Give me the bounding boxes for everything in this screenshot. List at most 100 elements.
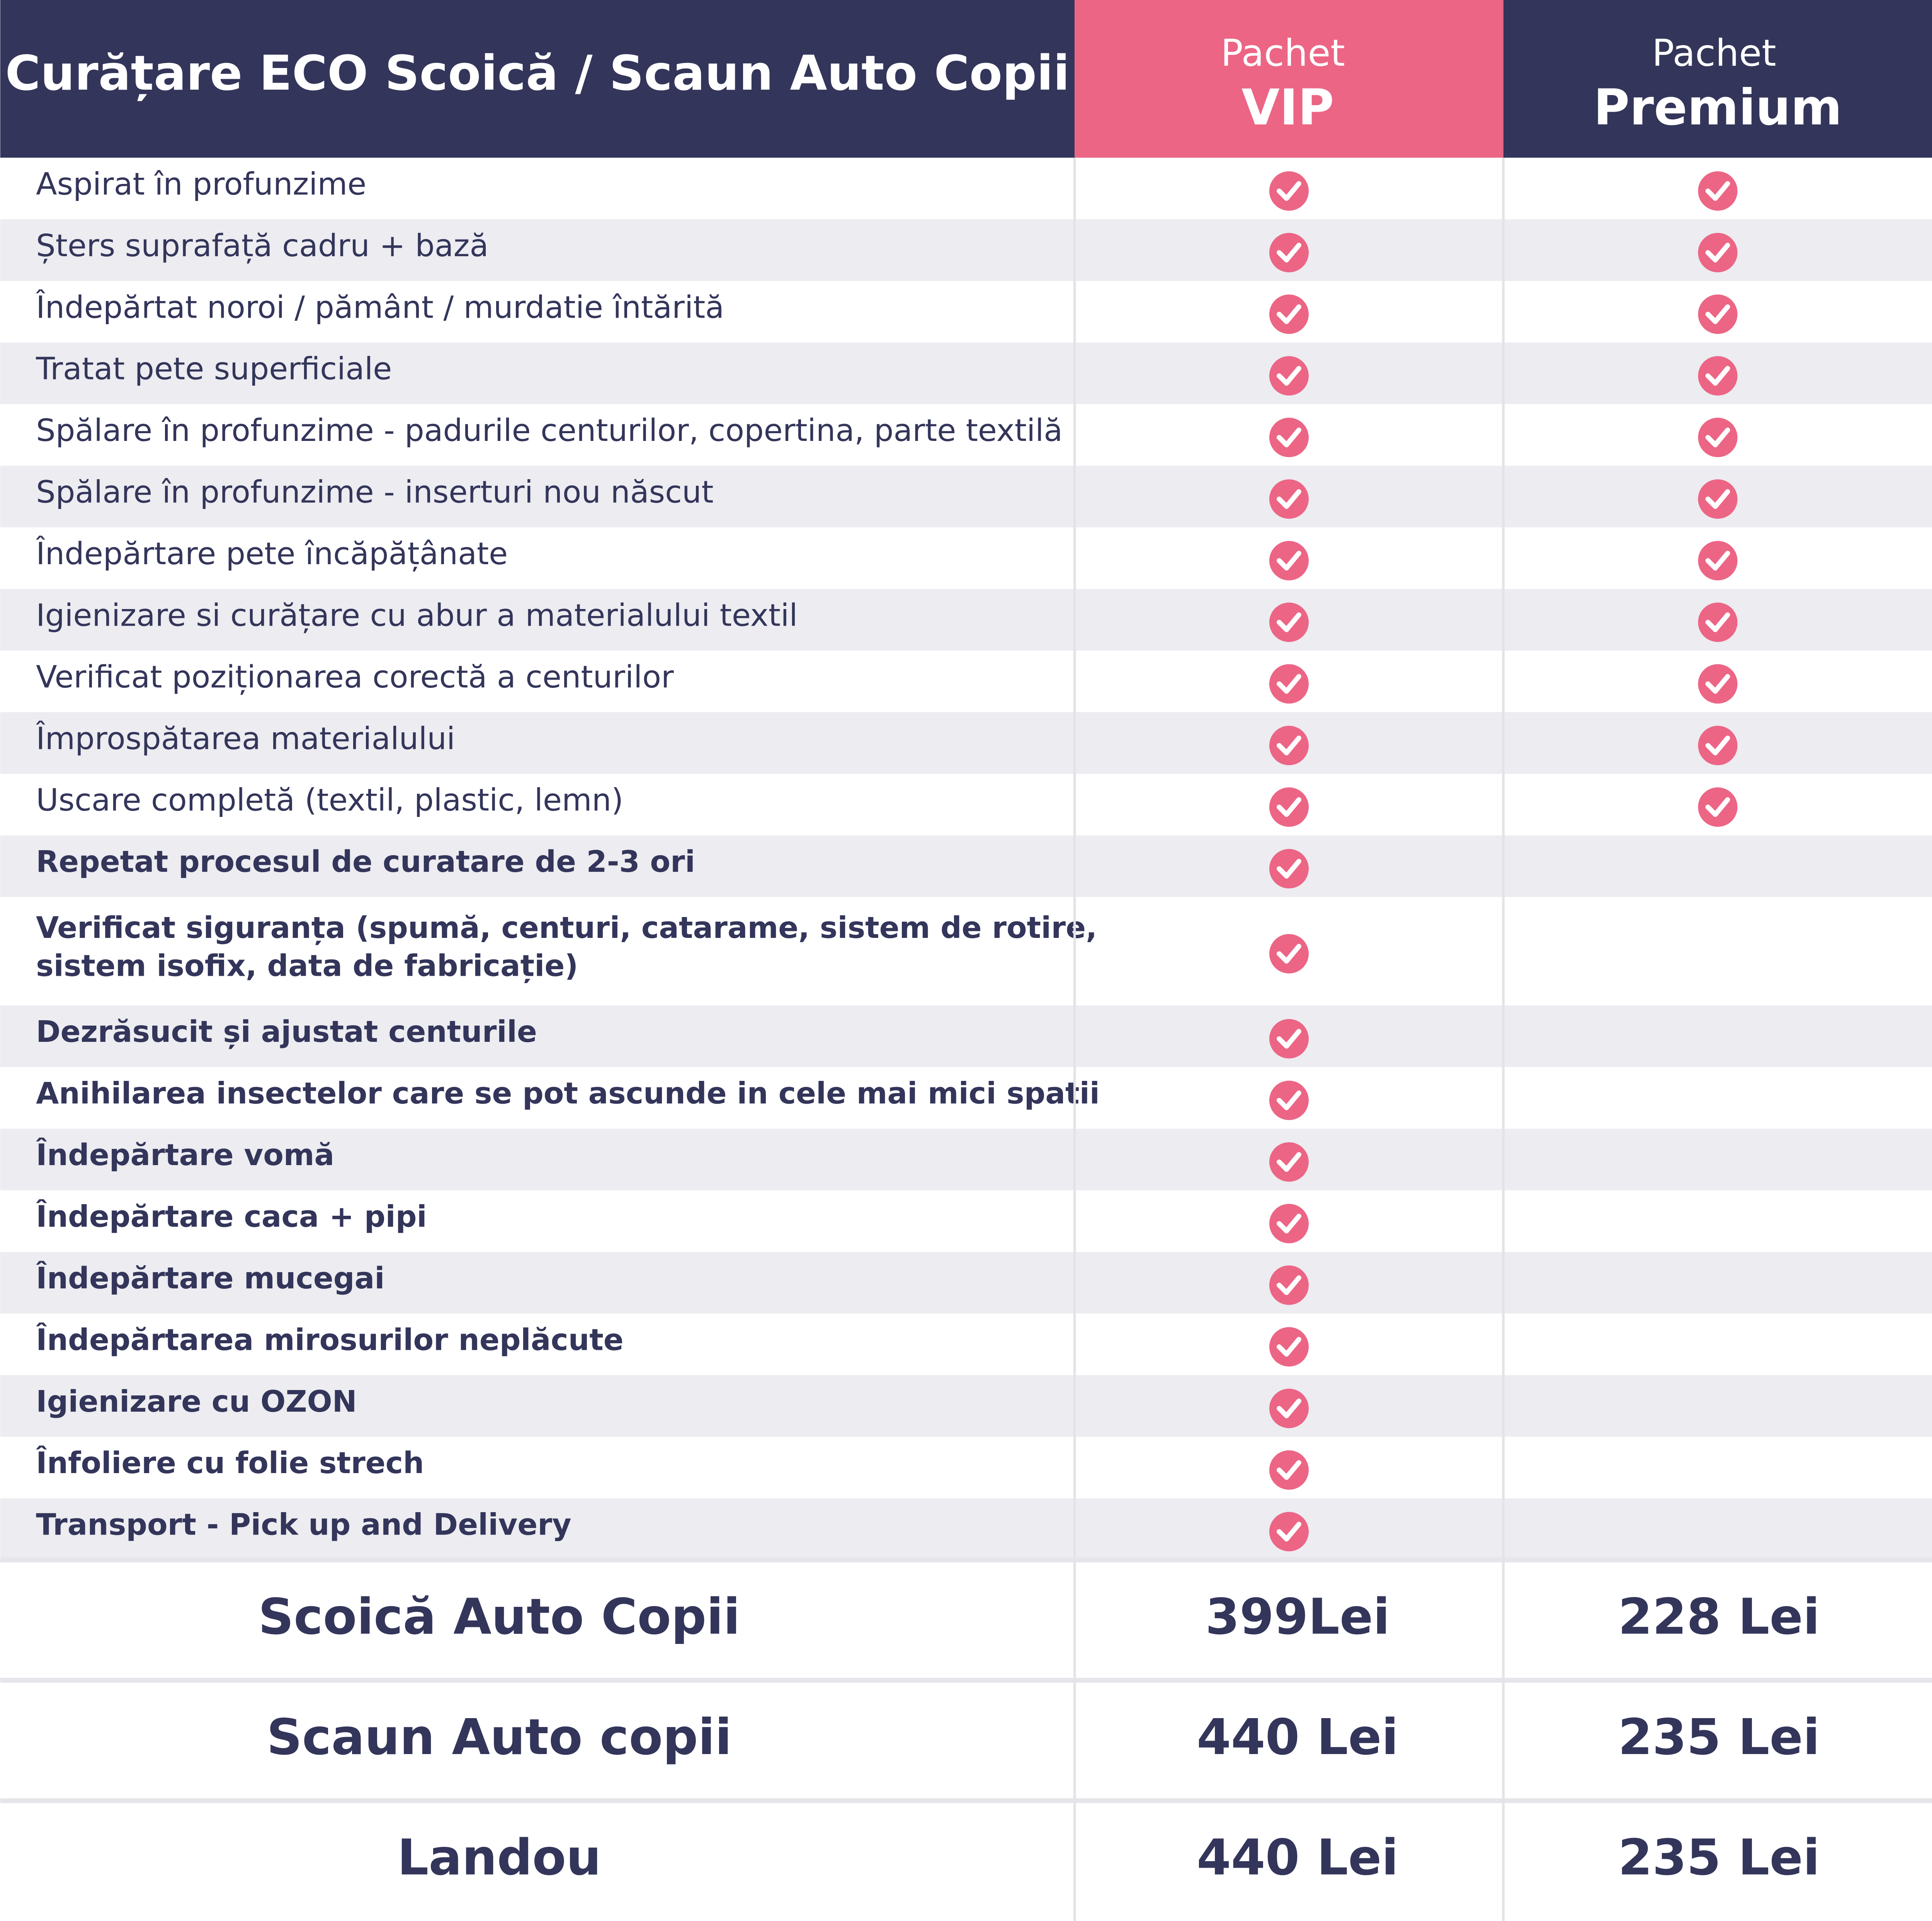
check-circle <box>1698 664 1738 704</box>
check-icon <box>1269 849 1309 888</box>
check-tick <box>1277 1213 1301 1234</box>
title: Curățare ECO Scoică / Scaun Auto Copii <box>5 46 1070 101</box>
row-label: Verificat poziționarea corectă a centuri… <box>36 659 674 695</box>
row-label: Șters suprafață cadru + bază <box>36 228 488 264</box>
check-tick <box>1277 674 1301 694</box>
check-tick <box>1277 243 1301 263</box>
row-bg <box>0 281 1932 343</box>
check-icon <box>1698 726 1738 766</box>
check-tick <box>1277 366 1301 386</box>
price-vip: 440 Lei <box>1197 1709 1398 1766</box>
check-tick <box>1277 1029 1301 1049</box>
check-icon <box>1698 664 1738 704</box>
check-tick <box>1277 1521 1301 1542</box>
price-premium: 235 Lei <box>1618 1709 1820 1766</box>
check-tick <box>1277 797 1301 817</box>
price-label: Scoică Auto Copii <box>258 1589 740 1646</box>
check-icon <box>1269 1080 1309 1120</box>
row-bg <box>0 466 1932 527</box>
check-circle <box>1269 417 1309 457</box>
check-circle <box>1698 479 1738 519</box>
row-label: Îndepărtare caca + pipi <box>36 1199 427 1234</box>
vip-header-bg <box>1075 0 1503 158</box>
check-circle <box>1698 356 1738 396</box>
check-tick <box>1277 489 1301 509</box>
check-tick <box>1277 181 1301 201</box>
check-icon <box>1698 356 1738 396</box>
check-tick <box>1277 1337 1301 1357</box>
check-tick <box>1277 1275 1301 1295</box>
price-premium: 235 Lei <box>1618 1829 1820 1886</box>
check-circle <box>1269 356 1309 396</box>
check-icon <box>1269 602 1309 642</box>
row-bg <box>0 1436 1932 1499</box>
check-icon <box>1269 934 1309 973</box>
check-icon <box>1269 1388 1309 1428</box>
check-tick <box>1277 612 1301 632</box>
check-circle <box>1269 1019 1309 1058</box>
check-circle <box>1269 849 1309 888</box>
row-label: Repetat procesul de curatare de 2-3 ori <box>36 845 695 879</box>
check-icon <box>1269 1204 1309 1244</box>
check-tick <box>1277 304 1301 324</box>
check-circle <box>1698 294 1738 334</box>
row-label: Anihilarea insectelor care se pot ascund… <box>36 1077 1100 1111</box>
check-icon <box>1269 726 1309 766</box>
price-label: Scaun Auto copii <box>267 1709 732 1766</box>
row-label: Igienizare si curățare cu abur a materia… <box>36 597 798 633</box>
row-label: sistem isofix, data de fabricație) <box>36 949 578 983</box>
check-circle <box>1269 171 1309 211</box>
check-tick <box>1705 243 1730 263</box>
check-tick <box>1705 735 1730 755</box>
check-circle <box>1269 787 1309 827</box>
check-icon <box>1269 1512 1309 1552</box>
check-icon <box>1698 294 1738 334</box>
check-circle <box>1698 726 1738 766</box>
row-label: Împrospătarea materialului <box>36 720 455 756</box>
row-bg <box>0 527 1932 589</box>
check-tick <box>1705 674 1730 694</box>
check-tick <box>1277 1152 1301 1172</box>
row-bg <box>0 1314 1932 1375</box>
row-label: Spălare în profunzime - padurile centuri… <box>36 412 1063 448</box>
row-bg <box>0 1375 1932 1437</box>
header-bg <box>0 0 1075 158</box>
check-circle <box>1698 233 1738 272</box>
package-name: VIP <box>1242 79 1334 136</box>
row-label: Îndepărtare vomă <box>36 1138 334 1172</box>
check-icon <box>1269 356 1309 396</box>
check-icon <box>1269 1142 1309 1182</box>
row-bg <box>0 712 1932 774</box>
check-circle <box>1269 1327 1309 1367</box>
check-tick <box>1277 1090 1301 1110</box>
check-tick <box>1277 1399 1301 1419</box>
check-circle <box>1269 1080 1309 1120</box>
check-tick <box>1705 366 1730 386</box>
check-icon <box>1269 1265 1309 1305</box>
row-bg <box>0 1128 1932 1191</box>
check-circle <box>1269 1388 1309 1428</box>
check-tick <box>1705 181 1730 201</box>
check-icon <box>1698 479 1738 519</box>
check-circle <box>1269 294 1309 334</box>
check-tick <box>1705 304 1730 324</box>
check-tick <box>1277 735 1301 755</box>
check-icon <box>1269 787 1309 827</box>
row-bg <box>0 219 1932 281</box>
check-icon <box>1269 479 1309 519</box>
row-bg <box>0 1005 1932 1067</box>
row-label: Dezrăsucit și ajustat centurile <box>36 1015 537 1049</box>
price-label: Landou <box>397 1829 601 1886</box>
check-circle <box>1269 233 1309 272</box>
check-circle <box>1269 1204 1309 1244</box>
row-bg <box>0 342 1932 404</box>
row-label: Aspirat în profunzime <box>36 166 366 202</box>
check-circle <box>1269 1512 1309 1552</box>
check-tick <box>1277 859 1301 879</box>
row-label: Igienizare cu OZON <box>36 1385 357 1419</box>
row-bg <box>0 589 1932 651</box>
check-icon <box>1269 664 1309 704</box>
check-icon <box>1269 1019 1309 1058</box>
package-label: Pachet <box>1221 31 1345 75</box>
